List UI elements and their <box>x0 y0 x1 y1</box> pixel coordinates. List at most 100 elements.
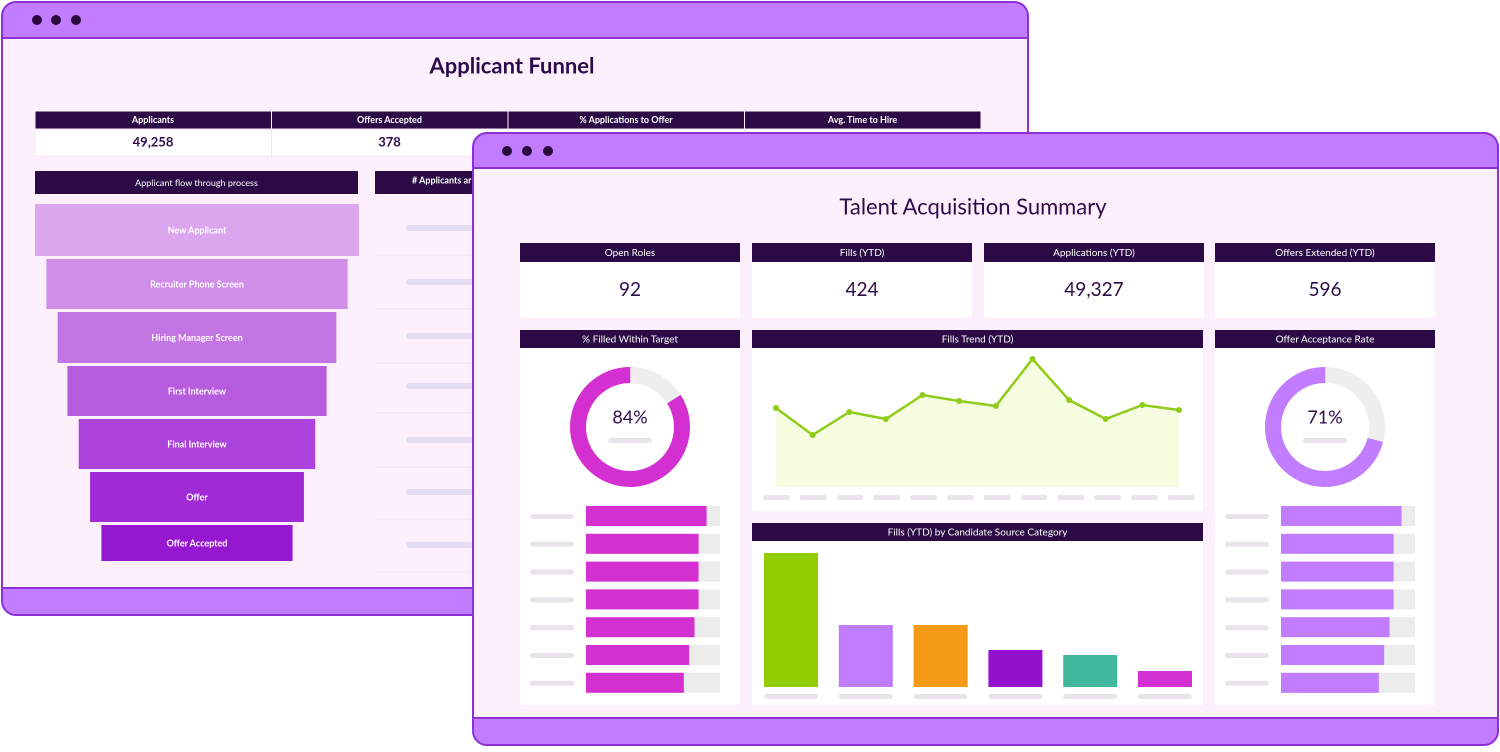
donut-label: 71% <box>1307 406 1342 428</box>
panel-header <box>752 330 1203 348</box>
kpi-value: 92 <box>619 278 641 301</box>
funnel-label: Recruiter Phone Screen <box>150 278 244 289</box>
funnel-stage <box>78 419 316 469</box>
kpi-label: % Applications to Offer <box>579 114 673 125</box>
placeholder <box>1225 653 1269 658</box>
placeholder <box>1094 495 1122 500</box>
point <box>1029 356 1036 362</box>
panel-title: Open Roles <box>605 247 656 259</box>
placeholder <box>530 569 574 575</box>
title: Talent Acquisition Summary <box>839 193 1107 220</box>
front-window: Talent Acquisition Summary Open Roles 92 F… <box>472 132 1499 746</box>
point <box>809 432 816 438</box>
point <box>956 398 963 404</box>
placeholder <box>406 383 476 389</box>
placeholder <box>763 495 790 500</box>
panel-header <box>1215 330 1435 348</box>
donut-arc <box>1265 367 1385 487</box>
window-dot <box>502 146 512 156</box>
panel-header <box>752 243 972 262</box>
panel-title: Fills (YTD) <box>840 247 885 259</box>
point <box>1066 397 1073 403</box>
funnel-label: New Applicant <box>168 224 227 235</box>
funnel-label: Hiring Manager Screen <box>151 332 242 343</box>
title: Applicant Funnel <box>429 52 595 79</box>
point <box>992 403 999 409</box>
placeholder <box>608 438 652 443</box>
placeholder <box>1225 514 1269 519</box>
placeholder <box>406 333 476 339</box>
bar <box>764 553 818 687</box>
panel <box>752 523 1203 705</box>
placeholder <box>530 680 574 686</box>
funnel-stage <box>46 259 348 309</box>
panel-title: Fills Trend (YTD) <box>942 334 1014 346</box>
panel-title: Offers Extended (YTD) <box>1275 247 1375 259</box>
bar <box>586 645 690 665</box>
window-dot <box>522 146 532 156</box>
panel-title: Offer Acceptance Rate <box>1276 334 1375 346</box>
placeholder <box>1063 694 1118 699</box>
funnel-label: Final Interview <box>167 438 227 449</box>
bar <box>586 589 699 610</box>
placeholder <box>1303 438 1347 443</box>
bar <box>1281 645 1385 665</box>
placeholder <box>406 225 476 231</box>
point <box>1176 407 1182 413</box>
placeholder <box>838 694 893 699</box>
funnel-stage <box>90 472 304 522</box>
panel-header <box>752 523 1203 541</box>
placeholder <box>873 495 901 500</box>
placeholder <box>1020 495 1048 500</box>
point <box>773 405 779 411</box>
point <box>882 416 889 422</box>
placeholder <box>836 495 864 500</box>
funnel-stage <box>101 525 293 561</box>
placeholder <box>988 694 1043 699</box>
placeholder <box>1225 569 1269 575</box>
bar <box>988 650 1043 687</box>
panel-header <box>375 171 485 194</box>
funnel-stage <box>35 204 359 256</box>
kpi-value: 424 <box>845 278 878 301</box>
funnel-stage <box>67 366 327 416</box>
placeholder <box>1167 495 1195 500</box>
point <box>1139 402 1146 408</box>
kpi-value: 596 <box>1308 278 1341 301</box>
panel-header <box>984 243 1204 262</box>
window-dot <box>543 146 553 156</box>
kpi-card <box>271 128 509 157</box>
placeholder <box>1057 495 1085 500</box>
placeholder <box>1225 597 1269 603</box>
placeholder <box>1225 625 1269 631</box>
panel-title: Fills (YTD) by Candidate Source Category <box>888 527 1069 539</box>
placeholder <box>910 495 938 500</box>
bar <box>586 506 707 526</box>
placeholder <box>1225 680 1269 686</box>
placeholder <box>913 694 968 699</box>
placeholder <box>406 437 476 443</box>
bar <box>1281 561 1394 582</box>
funnel-label: Offer Accepted <box>167 537 228 548</box>
placeholder <box>1131 495 1158 500</box>
area <box>776 359 1179 487</box>
window-dot <box>71 15 81 25</box>
placeholder <box>530 625 574 631</box>
kpi-label: Applicants <box>131 114 174 125</box>
placeholder <box>530 514 574 519</box>
bar <box>1281 672 1379 693</box>
panel-title: % Filled Within Target <box>582 334 678 346</box>
placeholder <box>799 495 827 500</box>
kpi-value: 378 <box>378 133 401 149</box>
bar <box>586 617 695 638</box>
funnel-stage <box>57 312 337 363</box>
bar <box>586 672 684 693</box>
placeholder <box>764 694 818 699</box>
bar <box>1063 655 1118 687</box>
panel-header <box>35 171 358 194</box>
point <box>1102 416 1109 422</box>
bar <box>1281 589 1394 610</box>
panel-header <box>520 330 740 348</box>
bar <box>586 533 699 554</box>
